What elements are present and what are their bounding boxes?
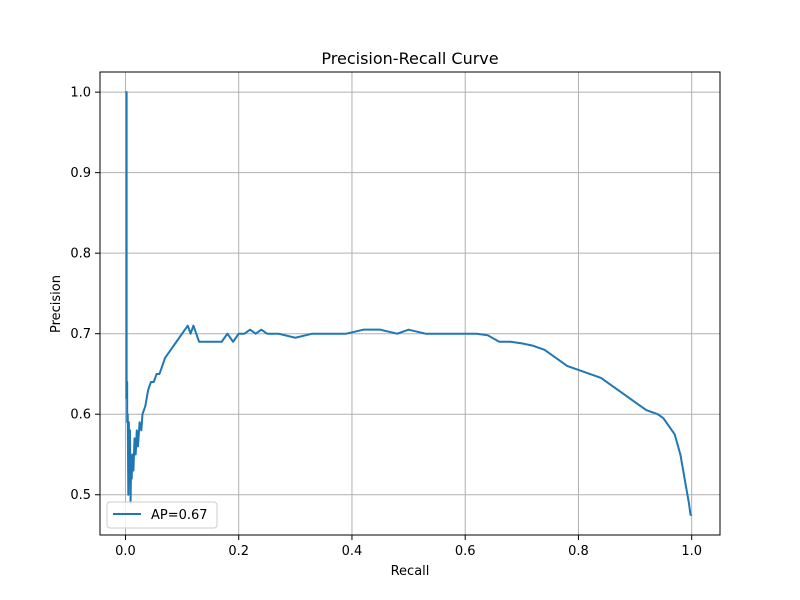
y-tick-label: 0.8 (70, 247, 91, 262)
y-axis-title: Precision (49, 275, 64, 333)
grid-lines (100, 72, 720, 535)
x-axis-title: Recall (391, 564, 430, 579)
legend-box (106, 501, 218, 529)
x-tick-label: 0.6 (455, 544, 476, 559)
y-tick-label: 0.6 (70, 408, 91, 423)
x-tick-label: 0.8 (568, 544, 589, 559)
y-tick-label: 0.5 (70, 488, 91, 503)
series-line-ap (125, 91, 692, 516)
plot-frame (99, 71, 721, 536)
legend-label: AP=0.67 (151, 508, 208, 523)
x-tick-label: 0.4 (342, 544, 363, 559)
x-tick-label: 1.0 (681, 544, 702, 559)
legend: AP=0.67 (106, 501, 218, 529)
x-tick-label: 0.2 (228, 544, 249, 559)
y-tick-label: 0.7 (70, 327, 91, 342)
y-tick-label: 0.9 (70, 166, 91, 181)
y-tick-label: 1.0 (70, 86, 91, 101)
axis-ticks: 0.0 0.2 0.4 0.6 0.8 1.0 0.5 0.6 0.7 0.8 0.9 1.0 (70, 86, 702, 559)
x-tick-label: 0.0 (115, 544, 136, 559)
chart-title: Precision-Recall Curve (321, 49, 498, 68)
series-layer (125, 91, 692, 516)
